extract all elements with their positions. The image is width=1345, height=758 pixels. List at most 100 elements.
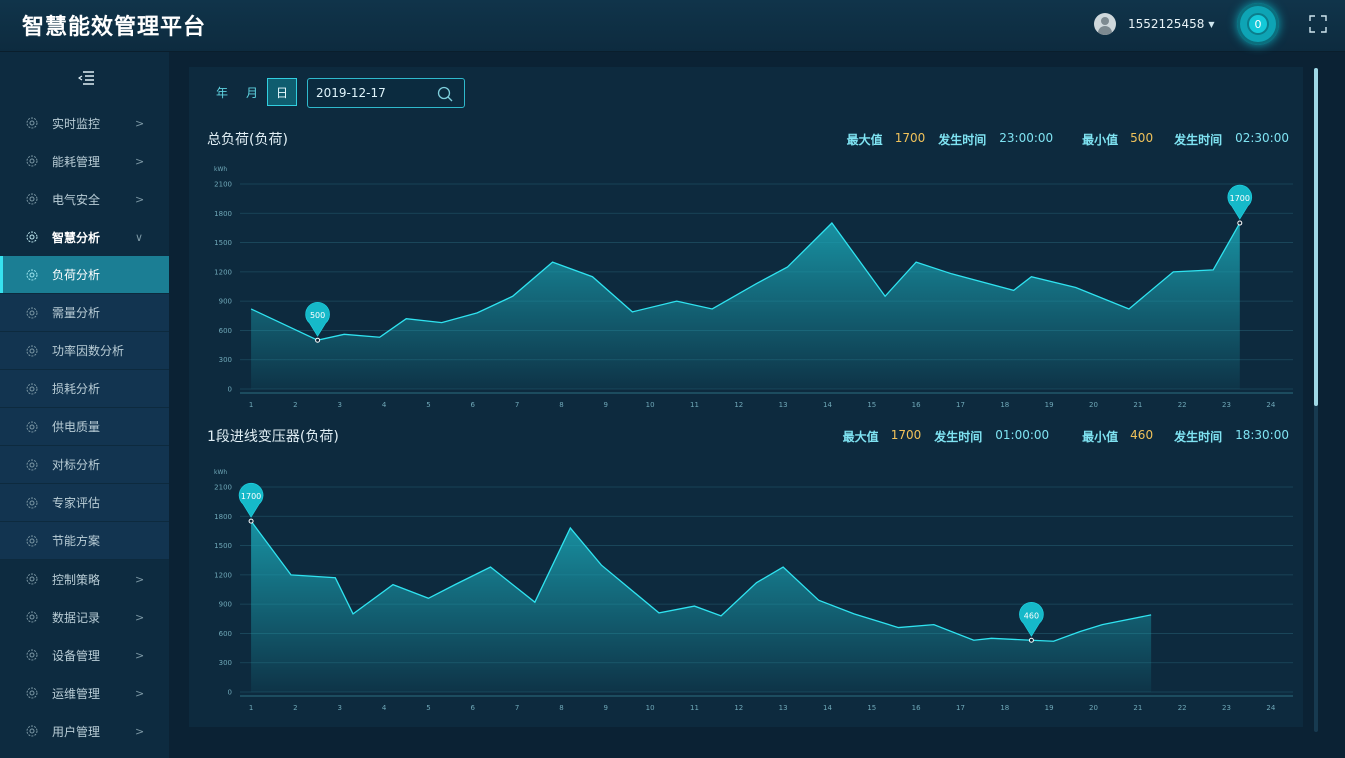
x-tick-label: 1 — [249, 401, 253, 409]
x-tick-label: 13 — [779, 401, 788, 409]
marker-pin[interactable]: 500 — [305, 302, 330, 337]
user-menu[interactable]: 1552125458 ▼ — [1094, 12, 1215, 36]
sidebar-item-loss-analysis[interactable]: 损耗分析 — [0, 370, 169, 408]
chevron-right-icon: > — [135, 648, 145, 662]
tab-year[interactable]: 年 — [215, 85, 228, 100]
max-label: 最大值 — [846, 133, 883, 147]
sidebar-item-data-records[interactable]: 数据记录 > — [0, 598, 169, 636]
sidebar-item-device-management[interactable]: 设备管理 > — [0, 636, 169, 674]
x-tick-label: 15 — [867, 401, 876, 409]
marker-pin[interactable]: 460 — [1019, 602, 1044, 637]
sidebar-item-energy-consumption[interactable]: 能耗管理 > — [0, 142, 169, 180]
notification-button[interactable]: 0 — [1237, 3, 1279, 45]
sidebar-item-benchmark[interactable]: 对标分析 — [0, 446, 169, 484]
sidebar-item-realtime-monitor[interactable]: 实时监控 > — [0, 104, 169, 142]
sidebar-item-smart-analysis[interactable]: 智慧分析 ∨ — [0, 218, 169, 256]
sidebar-item-energy-saving-plan[interactable]: 节能方案 — [0, 522, 169, 560]
marker-point — [1028, 637, 1034, 643]
marker-pin[interactable]: 1700 — [238, 483, 264, 518]
chart-stats: 最大值 1700 发生时间 01:00:00 最小值 460 发生时间 18:3… — [843, 428, 1289, 445]
scrollbar-thumb[interactable] — [1314, 68, 1318, 406]
x-tick-label: 19 — [1045, 704, 1054, 712]
sidebar-item-operations[interactable]: 运维管理 > — [0, 674, 169, 712]
sidebar-item-demand-analysis[interactable]: 需量分析 — [0, 294, 169, 332]
gear-icon — [26, 725, 38, 737]
sidebar-item-label: 控制策略 — [52, 572, 101, 587]
marker-point — [1237, 220, 1243, 226]
y-tick-label: 300 — [219, 659, 232, 667]
chevron-right-icon: > — [135, 192, 145, 206]
marker-label: 460 — [1024, 611, 1039, 620]
series-area — [251, 521, 1152, 692]
x-tick-label: 4 — [382, 704, 387, 712]
x-tick-label: 6 — [471, 704, 476, 712]
x-tick-label: 8 — [559, 704, 563, 712]
tab-day[interactable]: 日 — [267, 78, 297, 106]
x-tick-label: 5 — [426, 401, 430, 409]
sidebar-item-label: 专家评估 — [52, 496, 101, 510]
y-tick-label: 600 — [219, 630, 232, 638]
tab-month[interactable]: 月 — [245, 85, 258, 100]
sidebar-item-power-factor[interactable]: 功率因数分析 — [0, 332, 169, 370]
sidebar-item-label: 设备管理 — [52, 648, 101, 663]
sidebar-item-load-analysis[interactable]: 负荷分析 — [0, 256, 169, 294]
min-label: 最小值 — [1082, 133, 1119, 147]
y-tick-label: 0 — [228, 386, 232, 394]
sidebar-item-control-strategy[interactable]: 控制策略 > — [0, 560, 169, 598]
y-tick-label: 2100 — [214, 484, 232, 492]
sidebar: 实时监控 > 能耗管理 > 电气安全 > 智慧分析 ∨ 负荷分析 需量分析 — [0, 52, 169, 758]
top-bar: 智慧能效管理平台 1552125458 ▼ 0 — [0, 0, 1345, 52]
y-tick-label: 1500 — [214, 239, 232, 247]
marker-point — [248, 518, 254, 524]
sidebar-item-electrical-safety[interactable]: 电气安全 > — [0, 180, 169, 218]
gear-icon — [26, 535, 38, 547]
caret-down-icon[interactable]: ▼ — [1208, 19, 1215, 29]
x-tick-label: 22 — [1178, 401, 1187, 409]
x-tick-label: 20 — [1089, 704, 1098, 712]
date-picker[interactable]: 2019-12-17 — [307, 78, 465, 108]
x-tick-label: 17 — [956, 401, 965, 409]
y-tick-label: 1200 — [214, 268, 232, 276]
sidebar-item-label: 供电质量 — [52, 420, 101, 434]
y-tick-label: 300 — [219, 356, 232, 364]
min-time-label: 发生时间 — [1174, 430, 1223, 444]
x-tick-label: 11 — [690, 704, 699, 712]
menu-collapse-icon[interactable] — [78, 70, 96, 86]
search-icon[interactable] — [436, 85, 454, 103]
username[interactable]: 1552125458 — [1128, 17, 1205, 31]
gear-icon — [26, 193, 38, 205]
x-tick-label: 2 — [293, 704, 297, 712]
scrollbar[interactable] — [1314, 68, 1318, 732]
gear-icon — [26, 573, 38, 585]
sidebar-item-label: 运维管理 — [52, 686, 101, 701]
sidebar-item-label: 用户管理 — [52, 724, 101, 739]
x-tick-label: 7 — [515, 704, 519, 712]
sidebar-item-label: 节能方案 — [52, 534, 101, 548]
max-label: 最大值 — [842, 430, 879, 444]
chevron-right-icon: > — [135, 724, 145, 738]
x-tick-label: 6 — [471, 401, 476, 409]
chevron-right-icon: > — [135, 116, 145, 130]
chevron-right-icon: > — [135, 572, 145, 586]
x-tick-label: 21 — [1133, 704, 1142, 712]
y-tick-label: 900 — [219, 601, 232, 609]
date-value[interactable]: 2019-12-17 — [316, 86, 386, 100]
x-tick-label: 14 — [823, 401, 832, 409]
x-tick-label: 7 — [515, 401, 519, 409]
gear-icon — [26, 117, 38, 129]
gear-icon — [26, 649, 38, 661]
x-tick-label: 9 — [604, 704, 608, 712]
marker-pin[interactable]: 1700 — [1227, 184, 1253, 220]
sidebar-item-power-quality[interactable]: 供电质量 — [0, 408, 169, 446]
marker-label: 1700 — [241, 492, 261, 501]
avatar — [1094, 13, 1116, 35]
x-tick-label: 4 — [382, 401, 387, 409]
x-tick-label: 10 — [646, 704, 655, 712]
sidebar-item-user-management[interactable]: 用户管理 > — [0, 712, 169, 750]
sidebar-item-expert-evaluation[interactable]: 专家评估 — [0, 484, 169, 522]
gear-icon — [26, 345, 38, 357]
x-tick-label: 17 — [956, 704, 965, 712]
fullscreen-icon[interactable] — [1307, 13, 1329, 35]
x-tick-label: 9 — [604, 401, 608, 409]
sidebar-item-label: 电气安全 — [52, 192, 101, 207]
